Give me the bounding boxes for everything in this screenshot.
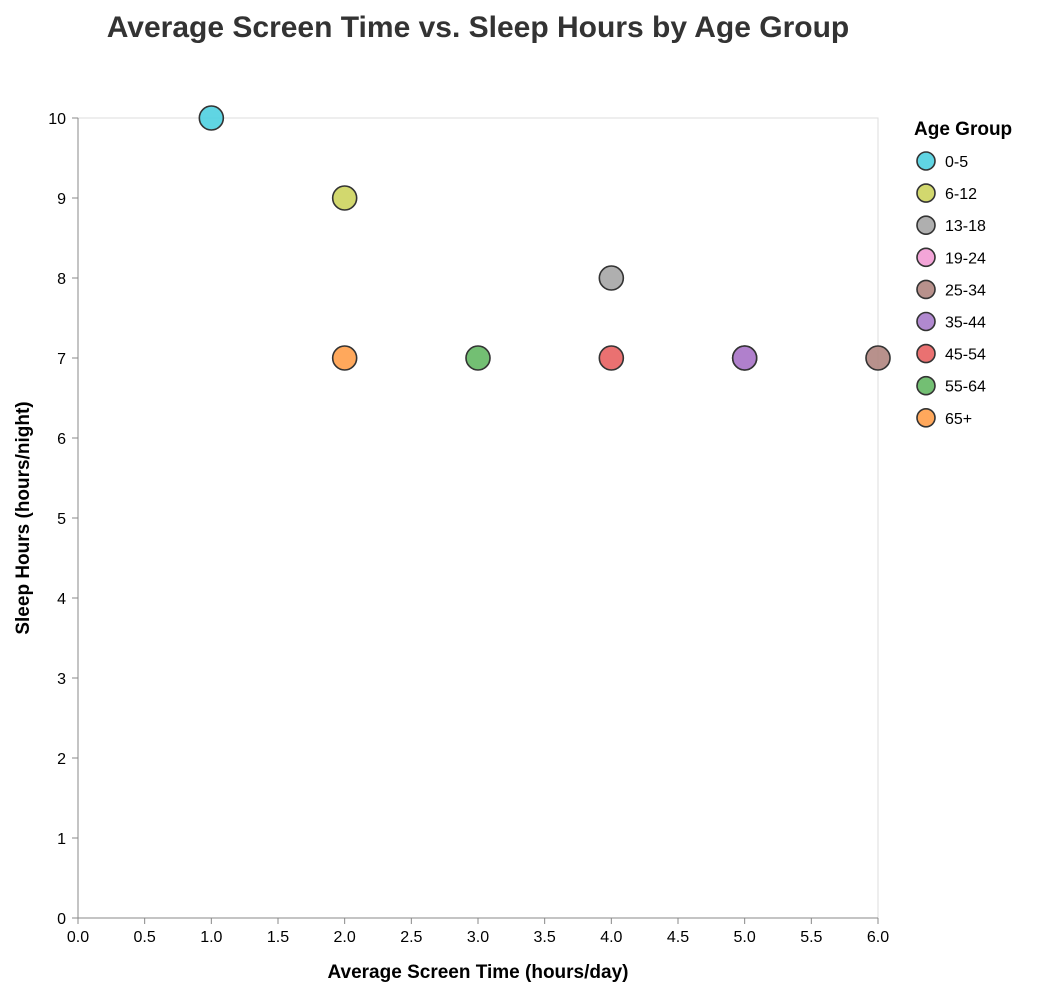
legend-symbol-13-18 — [916, 215, 936, 235]
legend-label-0-5: 0-5 — [945, 154, 968, 171]
legend-symbol-0-5 — [916, 151, 936, 171]
x-tick-label-12: 6.0 — [867, 929, 889, 946]
y-tick-label-4: 4 — [57, 591, 66, 608]
x-tick-label-4: 2.0 — [334, 929, 356, 946]
point-55-64-0 — [465, 345, 491, 371]
y-tick-label-10: 10 — [48, 111, 66, 128]
point-25-34-0 — [865, 345, 891, 371]
x-tick-label-1: 0.5 — [134, 929, 156, 946]
point-65+-0 — [331, 345, 358, 371]
y-tick-label-7: 7 — [57, 351, 66, 368]
legend-title: Age Group — [914, 119, 1012, 140]
point-45-54-0 — [598, 345, 625, 371]
y-tick-label-9: 9 — [57, 191, 66, 208]
point-0-5-0 — [198, 105, 225, 131]
y-tick-label-3: 3 — [57, 671, 66, 688]
point-6-12-0 — [331, 185, 358, 211]
x-tick-label-11: 5.5 — [800, 929, 822, 946]
legend-label-65+: 65+ — [945, 411, 972, 428]
legend-symbol-45-54 — [916, 343, 936, 364]
legend-label-13-18: 13-18 — [945, 218, 986, 235]
legend: Age Group 0-5 6-12 13-18 19-24 25-34 35-44 45-… — [914, 119, 1012, 428]
y-tick-label-6: 6 — [57, 431, 66, 448]
legend-symbol-35-44 — [916, 311, 936, 332]
y-axis: 0 1 2 3 4 5 6 7 8 9 10 — [48, 111, 79, 928]
legend-symbol-55-64 — [916, 375, 936, 396]
x-tick-label-7: 3.5 — [534, 929, 556, 946]
x-tick-label-9: 4.5 — [667, 929, 689, 946]
point-35-44-0 — [731, 345, 758, 371]
legend-symbol-6-12 — [916, 183, 936, 203]
y-tick-label-0: 0 — [57, 911, 66, 928]
legend-symbol-19-24 — [916, 247, 936, 268]
plot-frame — [77, 117, 879, 919]
x-tick-label-5: 2.5 — [400, 929, 422, 946]
y-tick-label-8: 8 — [57, 271, 66, 288]
y-tick-label-1: 1 — [57, 831, 66, 848]
plot-area — [77, 117, 879, 919]
legend-label-55-64: 55-64 — [945, 379, 986, 396]
y-tick-label-5: 5 — [57, 511, 66, 528]
chart-title: Average Screen Time vs. Sleep Hours by A… — [107, 11, 850, 44]
legend-symbol-25-34 — [916, 279, 936, 300]
point-13-18-0 — [598, 265, 625, 291]
x-tick-label-2: 1.0 — [200, 929, 222, 946]
x-tick-label-0: 0.0 — [67, 929, 89, 946]
x-tick-label-3: 1.5 — [267, 929, 289, 946]
y-tick-label-2: 2 — [57, 751, 66, 768]
x-axis: 0.0 0.5 1.0 1.5 2.0 2.5 3.0 3.5 4.0 4.5 5.0 5.5 6.0 — [67, 917, 889, 946]
x-tick-label-6: 3.0 — [467, 929, 489, 946]
legend-label-6-12: 6-12 — [945, 186, 977, 203]
x-axis-title: Average Screen Time (hours/day) — [328, 962, 629, 983]
legend-symbol-65+ — [916, 407, 936, 428]
data-points — [198, 105, 891, 371]
x-tick-label-10: 5.0 — [734, 929, 756, 946]
legend-label-45-54: 45-54 — [945, 347, 986, 364]
legend-label-25-34: 25-34 — [945, 282, 986, 299]
y-axis-title: Sleep Hours (hours/night) — [13, 401, 34, 634]
legend-label-19-24: 19-24 — [945, 250, 986, 267]
x-tick-label-8: 4.0 — [600, 929, 622, 946]
legend-label-35-44: 35-44 — [945, 315, 986, 332]
